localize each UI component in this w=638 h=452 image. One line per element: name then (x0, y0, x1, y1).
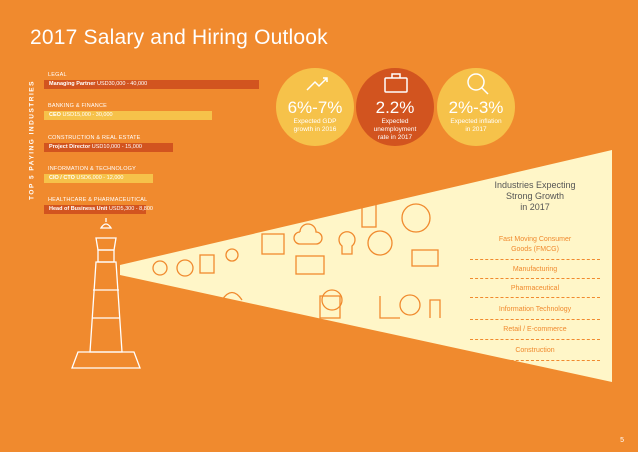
stat-value: 2.2% (375, 98, 415, 117)
industry-icons (152, 202, 441, 319)
salary-bar-it: CIO / CTO USD6,000 - 12,000 (44, 174, 153, 183)
salary-bar-banking: CEO USD15,000 - 30,000 (44, 111, 212, 120)
stat-gdp: 6%-7% Expected GDP growth in 2016 (276, 98, 354, 134)
briefcase-icon (384, 77, 408, 93)
lightbulb-icon (338, 231, 356, 255)
monitor-icon (295, 255, 325, 275)
chart-up-arrow (323, 77, 328, 82)
microscope-icon (379, 296, 400, 319)
factory-icon (429, 299, 441, 318)
cloud-icon (293, 223, 323, 245)
bar-salary: USD5,300 - 8,800 (108, 206, 153, 212)
bar-salary: USD30,000 - 40,000 (96, 81, 148, 87)
target-icon (321, 289, 343, 311)
stat-label: rate in 2017 (377, 134, 413, 141)
salary-bar-legal: Managing Partner USD30,000 - 40,000 (44, 80, 259, 89)
industry-label-construction: CONSTRUCTION & REAL ESTATE (48, 135, 141, 141)
stat-unemployment: 2.2% Expected unemployment rate in 2017 (356, 98, 434, 142)
divider (470, 319, 600, 320)
briefcase-handle (391, 73, 401, 78)
page-title: 2017 Salary and Hiring Outlook (30, 26, 328, 49)
stat-value: 6%-7% (287, 98, 343, 117)
panel-heading-line: Industries Expecting (494, 180, 576, 190)
industry-label-it: INFORMATION & TECHNOLOGY (48, 166, 137, 172)
growth-item-construction: Construction (515, 347, 555, 354)
magnifier-handle (481, 87, 489, 95)
oil-barrel-icon (361, 202, 377, 228)
truck-icon (411, 249, 439, 267)
growth-item-fmcg-line2: Goods (FMCG) (511, 246, 559, 253)
industry-label-healthcare: HEALTHCARE & PHARMACEUTICAL (48, 197, 148, 203)
growth-item-manufacturing: Manufacturing (512, 266, 558, 273)
stat-circle-inflation (437, 68, 515, 146)
globe-icon (399, 294, 421, 316)
growth-item-fmcg-line1: Fast Moving Consumer (498, 236, 572, 243)
stat-inflation: 2%-3% Expected inflation in 2017 (437, 98, 515, 134)
bar-role: CIO / CTO (49, 175, 75, 181)
gear-icon (367, 230, 393, 256)
stat-circle-gdp (276, 68, 354, 146)
bar-role: CEO (49, 112, 61, 118)
worker-icon (225, 248, 239, 262)
bar-role: Project Director (49, 144, 91, 150)
divider (470, 360, 600, 361)
bar-salary: USD6,000 - 12,000 (76, 175, 124, 181)
divider (470, 259, 600, 260)
divider (470, 339, 600, 340)
coin-icon (152, 260, 168, 276)
calculator-icon (261, 233, 285, 255)
salary-bar-healthcare: Head of Business Unit USD5,300 - 8,800 (44, 205, 153, 214)
headset-icon (176, 259, 194, 277)
stat-label: growth in 2016 (293, 126, 337, 133)
salary-bar-construction: Project Director USD10,000 - 15,000 (44, 143, 173, 152)
growth-item-it: Information Technology (498, 306, 572, 313)
lighthouse-icon (71, 218, 141, 369)
growth-item-pharmaceutical: Pharmaceutical (510, 285, 560, 292)
panel-heading-line: Strong Growth (505, 191, 565, 201)
engineer-icon (401, 203, 431, 233)
growth-item-retail: Retail / E-commerce (503, 326, 567, 333)
bar-salary: USD10,000 - 15,000 (91, 144, 142, 150)
chart-up-icon (306, 77, 328, 91)
divider (470, 297, 600, 298)
bar-role: Head of Business Unit (49, 206, 108, 212)
stat-circle-unemployment (356, 68, 434, 146)
industry-label-banking: BANKING & FINANCE (48, 103, 108, 109)
stat-label: Expected (381, 118, 409, 125)
stat-label: unemployment (373, 126, 417, 133)
bar-role: Managing Partner (49, 81, 96, 87)
industry-label-legal: LEGAL (48, 72, 67, 78)
divider (470, 278, 600, 279)
magnifier-icon (467, 73, 485, 91)
chart-icon (199, 254, 215, 274)
stat-value: 2%-3% (448, 98, 504, 117)
page-number: 5 (620, 437, 624, 444)
worker-body-icon (221, 291, 243, 301)
panel-heading: Industries Expecting Strong Growth in 20… (465, 180, 605, 213)
stat-label: Expected GDP (293, 118, 337, 125)
stat-label: Expected inflation (450, 118, 502, 125)
stat-label: in 2017 (465, 126, 487, 133)
panel-heading-line: in 2017 (520, 202, 550, 212)
tablet-icon (319, 295, 341, 319)
bar-salary: USD15,000 - 30,000 (62, 112, 113, 118)
light-beam (120, 150, 612, 382)
